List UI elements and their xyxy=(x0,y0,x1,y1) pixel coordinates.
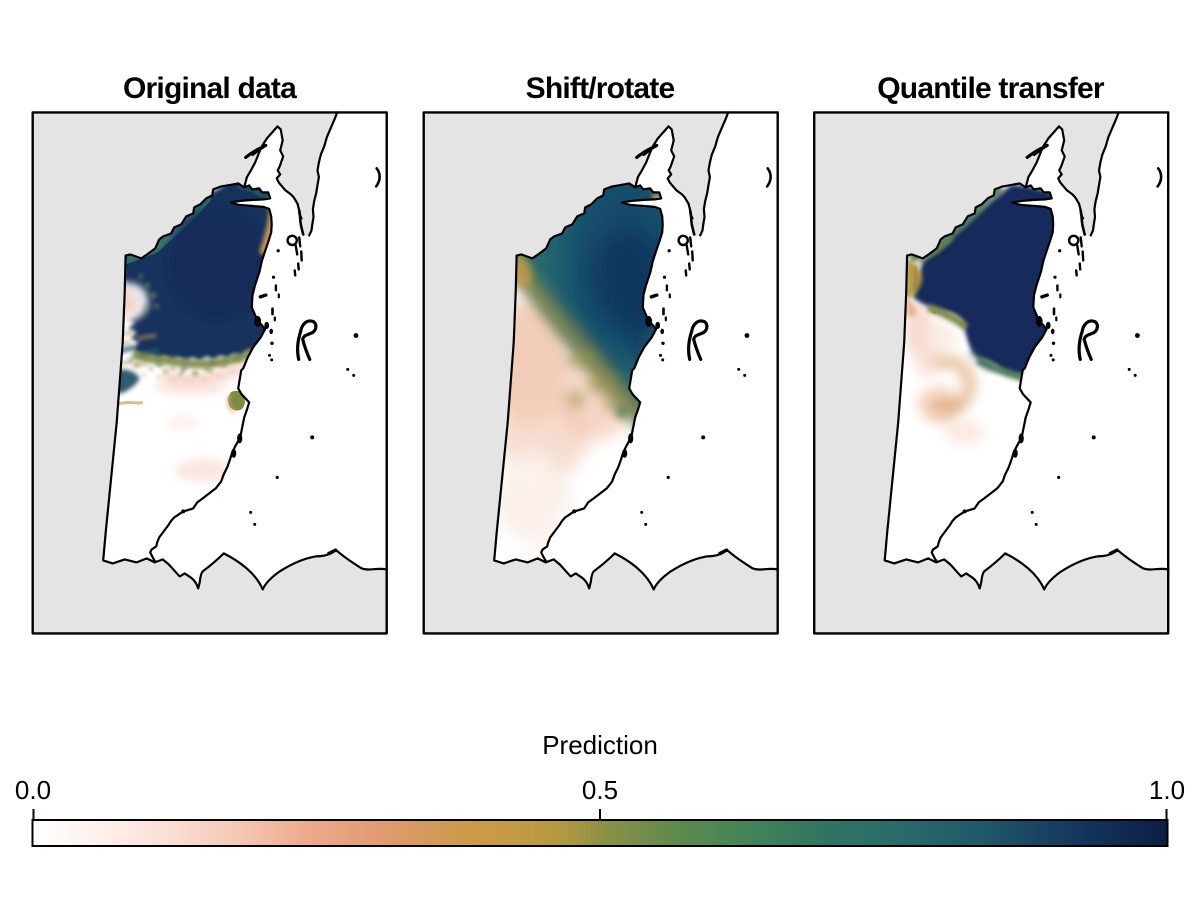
svg-text:1.0: 1.0 xyxy=(1149,775,1185,805)
svg-text:0.5: 0.5 xyxy=(582,775,618,805)
svg-text:Shift/rotate: Shift/rotate xyxy=(526,72,675,105)
svg-text:Original data: Original data xyxy=(123,72,297,105)
svg-text:Prediction: Prediction xyxy=(542,730,658,760)
svg-text:Quantile transfer: Quantile transfer xyxy=(877,72,1105,105)
svg-text:0.0: 0.0 xyxy=(15,775,51,805)
